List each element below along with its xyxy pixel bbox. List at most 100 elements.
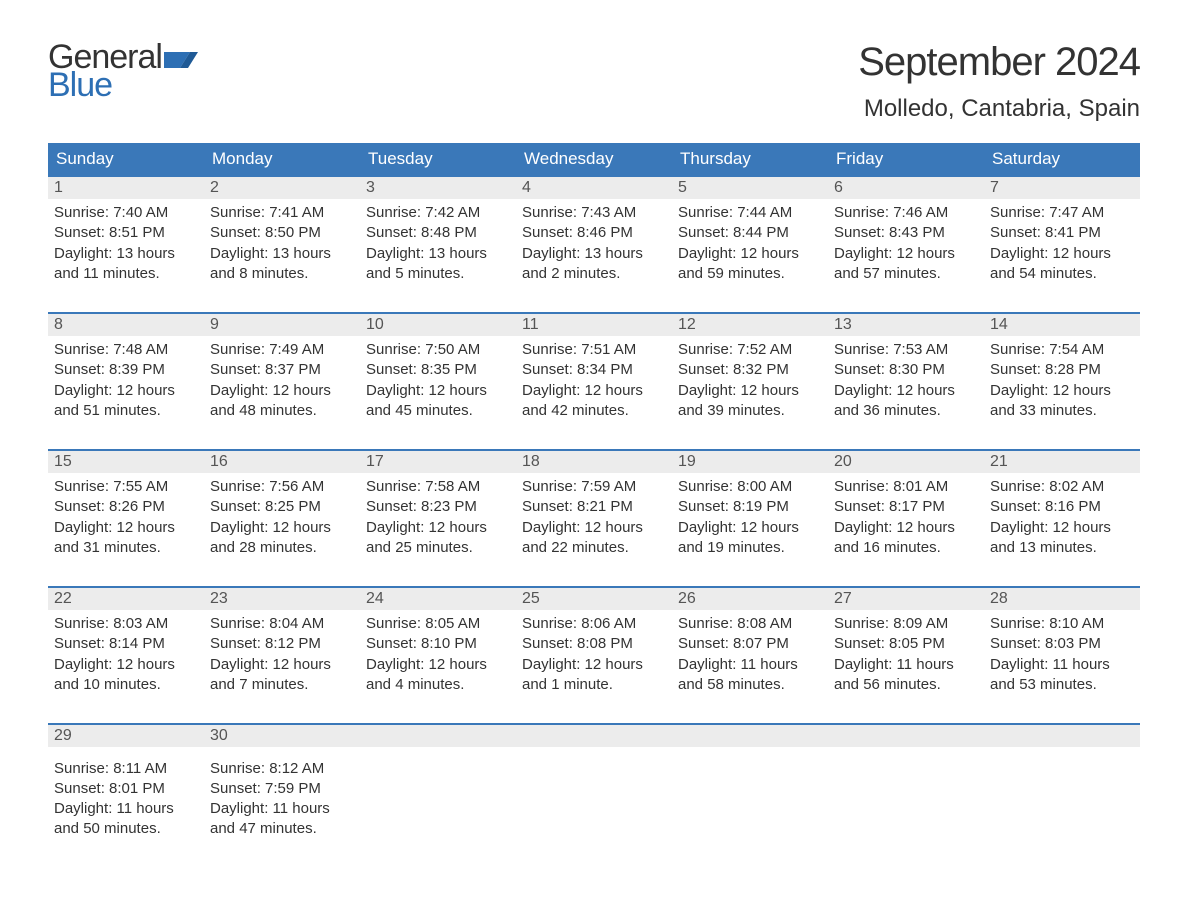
day-detail-cell: Sunrise: 7:58 AMSunset: 8:23 PMDaylight:… bbox=[360, 473, 516, 587]
day-number-cell: 9 bbox=[204, 313, 360, 336]
sunrise-line: Sunrise: 8:03 AM bbox=[54, 614, 198, 634]
day-number-cell: 12 bbox=[672, 313, 828, 336]
sunrise-line: Sunrise: 7:56 AM bbox=[210, 477, 354, 497]
sunset-line: Sunset: 8:35 PM bbox=[366, 360, 510, 380]
daylight-line: Daylight: 12 hours and 1 minute. bbox=[522, 655, 666, 696]
day-detail-cell bbox=[984, 747, 1140, 857]
day-number-cell bbox=[828, 724, 984, 747]
day-detail-cell: Sunrise: 8:09 AMSunset: 8:05 PMDaylight:… bbox=[828, 610, 984, 724]
sunrise-line: Sunrise: 7:55 AM bbox=[54, 477, 198, 497]
sunset-line: Sunset: 8:51 PM bbox=[54, 223, 198, 243]
day-number-cell: 24 bbox=[360, 587, 516, 610]
sunset-line: Sunset: 8:12 PM bbox=[210, 634, 354, 654]
sunset-line: Sunset: 8:30 PM bbox=[834, 360, 978, 380]
sunrise-line: Sunrise: 7:42 AM bbox=[366, 203, 510, 223]
sunset-line: Sunset: 8:48 PM bbox=[366, 223, 510, 243]
sunset-line: Sunset: 8:34 PM bbox=[522, 360, 666, 380]
day-number-cell: 4 bbox=[516, 176, 672, 199]
sunrise-line: Sunrise: 8:11 AM bbox=[54, 759, 198, 779]
daylight-line: Daylight: 12 hours and 31 minutes. bbox=[54, 518, 198, 559]
day-detail-row: Sunrise: 8:11 AMSunset: 8:01 PMDaylight:… bbox=[48, 747, 1140, 857]
day-detail-cell: Sunrise: 8:10 AMSunset: 8:03 PMDaylight:… bbox=[984, 610, 1140, 724]
day-detail-cell bbox=[672, 747, 828, 857]
day-number-cell: 3 bbox=[360, 176, 516, 199]
sunrise-line: Sunrise: 7:40 AM bbox=[54, 203, 198, 223]
day-detail-cell: Sunrise: 7:50 AMSunset: 8:35 PMDaylight:… bbox=[360, 336, 516, 450]
day-number-row: 891011121314 bbox=[48, 313, 1140, 336]
day-detail-row: Sunrise: 8:03 AMSunset: 8:14 PM Daylight:… bbox=[48, 610, 1140, 724]
day-detail-cell: Sunrise: 7:56 AMSunset: 8:25 PMDaylight:… bbox=[204, 473, 360, 587]
sunset-line: Sunset: 8:25 PM bbox=[210, 497, 354, 517]
sunset-line: Sunset: 8:32 PM bbox=[678, 360, 822, 380]
daylight-line: Daylight: 12 hours and 4 minutes. bbox=[366, 655, 510, 696]
weekday-header: Monday bbox=[204, 143, 360, 176]
daylight-line: Daylight: 12 hours and 33 minutes. bbox=[990, 381, 1134, 422]
sunset-line: Sunset: 8:14 PM bbox=[54, 634, 198, 654]
day-detail-cell: Sunrise: 7:52 AMSunset: 8:32 PMDaylight:… bbox=[672, 336, 828, 450]
daylight-line: Daylight: 12 hours and 22 minutes. bbox=[522, 518, 666, 559]
sunset-line: Sunset: 8:19 PM bbox=[678, 497, 822, 517]
sunset-line: Sunset: 8:46 PM bbox=[522, 223, 666, 243]
day-detail-cell: Sunrise: 8:05 AMSunset: 8:10 PMDaylight:… bbox=[360, 610, 516, 724]
day-detail-cell: Sunrise: 8:01 AMSunset: 8:17 PMDaylight:… bbox=[828, 473, 984, 587]
sunrise-line: Sunrise: 7:46 AM bbox=[834, 203, 978, 223]
day-number-cell: 7 bbox=[984, 176, 1140, 199]
daylight-line: Daylight: 13 hours and 8 minutes. bbox=[210, 244, 354, 285]
sunset-line: Sunset: 8:39 PM bbox=[54, 360, 198, 380]
sunset-line: Sunset: 8:37 PM bbox=[210, 360, 354, 380]
sunset-line: Sunset: 8:23 PM bbox=[366, 497, 510, 517]
day-detail-cell: Sunrise: 8:02 AMSunset: 8:16 PMDaylight:… bbox=[984, 473, 1140, 587]
day-number-row: 15161718192021 bbox=[48, 450, 1140, 473]
day-number-cell: 15 bbox=[48, 450, 204, 473]
daylight-line: Daylight: 12 hours and 54 minutes. bbox=[990, 244, 1134, 285]
sunrise-line: Sunrise: 7:48 AM bbox=[54, 340, 198, 360]
day-detail-cell bbox=[516, 747, 672, 857]
day-detail-row: Sunrise: 7:55 AMSunset: 8:26 PMDaylight:… bbox=[48, 473, 1140, 587]
weekday-header: Tuesday bbox=[360, 143, 516, 176]
flag-icon bbox=[164, 48, 198, 68]
day-detail-cell: Sunrise: 7:43 AMSunset: 8:46 PMDaylight:… bbox=[516, 199, 672, 313]
logo-word-blue: Blue bbox=[48, 68, 198, 102]
sunrise-line: Sunrise: 8:00 AM bbox=[678, 477, 822, 497]
day-detail-cell: Sunrise: 7:59 AMSunset: 8:21 PMDaylight:… bbox=[516, 473, 672, 587]
daylight-line: Daylight: 13 hours and 11 minutes. bbox=[54, 244, 198, 285]
day-detail-cell: Sunrise: 7:51 AMSunset: 8:34 PMDaylight:… bbox=[516, 336, 672, 450]
day-detail-cell bbox=[360, 747, 516, 857]
day-detail-cell: Sunrise: 7:48 AMSunset: 8:39 PMDaylight:… bbox=[48, 336, 204, 450]
sunrise-line: Sunrise: 7:50 AM bbox=[366, 340, 510, 360]
daylight-line: Daylight: 12 hours and 51 minutes. bbox=[54, 381, 198, 422]
daylight-line: Daylight: 11 hours and 53 minutes. bbox=[990, 655, 1134, 696]
sunset-line: Sunset: 8:41 PM bbox=[990, 223, 1134, 243]
daylight-line: Daylight: 12 hours and 48 minutes. bbox=[210, 381, 354, 422]
day-detail-cell: Sunrise: 7:42 AMSunset: 8:48 PMDaylight:… bbox=[360, 199, 516, 313]
daylight-line: Daylight: 12 hours and 16 minutes. bbox=[834, 518, 978, 559]
day-number-cell: 11 bbox=[516, 313, 672, 336]
daylight-line: Daylight: 12 hours and 25 minutes. bbox=[366, 518, 510, 559]
day-detail-cell: Sunrise: 8:00 AMSunset: 8:19 PMDaylight:… bbox=[672, 473, 828, 587]
day-number-cell: 26 bbox=[672, 587, 828, 610]
weekday-header: Thursday bbox=[672, 143, 828, 176]
weekday-header: Wednesday bbox=[516, 143, 672, 176]
sunrise-line: Sunrise: 8:01 AM bbox=[834, 477, 978, 497]
day-number-row: 1234567 bbox=[48, 176, 1140, 199]
sunrise-line: Sunrise: 7:41 AM bbox=[210, 203, 354, 223]
title-block: September 2024 Molledo, Cantabria, Spain bbox=[858, 40, 1140, 123]
sunrise-line: Sunrise: 7:58 AM bbox=[366, 477, 510, 497]
sunset-line: Sunset: 8:03 PM bbox=[990, 634, 1134, 654]
sunrise-line: Sunrise: 8:02 AM bbox=[990, 477, 1134, 497]
day-number-cell: 6 bbox=[828, 176, 984, 199]
sunset-line: Sunset: 8:05 PM bbox=[834, 634, 978, 654]
day-detail-cell: Sunrise: 8:04 AMSunset: 8:12 PMDaylight:… bbox=[204, 610, 360, 724]
weekday-header-row: Sunday Monday Tuesday Wednesday Thursday… bbox=[48, 143, 1140, 176]
sunset-line: Sunset: 7:59 PM bbox=[210, 779, 354, 799]
month-title: September 2024 bbox=[858, 40, 1140, 85]
daylight-line: Daylight: 11 hours and 50 minutes. bbox=[54, 799, 198, 840]
day-number-row: 2930 bbox=[48, 724, 1140, 747]
sunset-line: Sunset: 8:28 PM bbox=[990, 360, 1134, 380]
day-number-cell: 30 bbox=[204, 724, 360, 747]
day-number-row: 22232425262728 bbox=[48, 587, 1140, 610]
logo: General Blue bbox=[48, 40, 198, 102]
day-number-cell: 28 bbox=[984, 587, 1140, 610]
calendar-table: Sunday Monday Tuesday Wednesday Thursday… bbox=[48, 143, 1140, 857]
weekday-header: Sunday bbox=[48, 143, 204, 176]
